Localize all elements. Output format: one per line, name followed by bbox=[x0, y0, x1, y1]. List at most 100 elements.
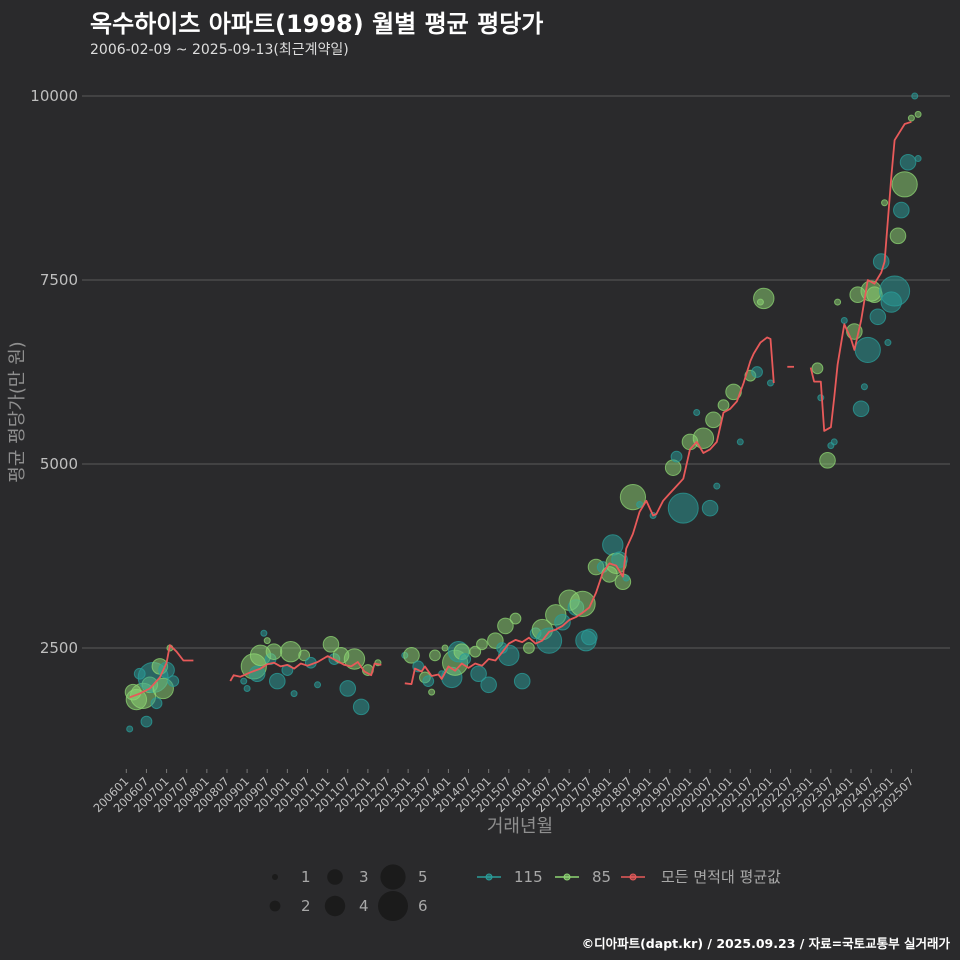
point-115 bbox=[260, 629, 268, 637]
series-legend-marker bbox=[563, 873, 571, 881]
average-line-segment bbox=[229, 655, 382, 682]
series-legend-label: 85 bbox=[592, 868, 611, 886]
point-115 bbox=[622, 574, 630, 582]
point-85 bbox=[569, 590, 596, 617]
point-115 bbox=[611, 551, 628, 568]
point-85 bbox=[509, 612, 522, 625]
point-115 bbox=[140, 715, 153, 728]
point-115 bbox=[126, 725, 134, 733]
point-115 bbox=[150, 697, 163, 710]
point-115 bbox=[167, 675, 180, 688]
point-85 bbox=[476, 638, 488, 651]
legend: 1 2 3 4 5 6 115 85 모든 면적대 평균값 bbox=[269, 864, 781, 921]
size-legend-label: 4 bbox=[359, 897, 369, 915]
point-115 bbox=[535, 627, 563, 654]
point-85 bbox=[811, 362, 824, 375]
point-115 bbox=[766, 379, 774, 387]
point-85 bbox=[692, 427, 715, 449]
point-115 bbox=[693, 408, 701, 416]
size-legend-dot bbox=[380, 864, 406, 890]
point-115 bbox=[840, 316, 848, 324]
point-85 bbox=[881, 199, 889, 207]
point-115 bbox=[554, 613, 571, 631]
point-85 bbox=[403, 647, 420, 664]
point-115 bbox=[869, 308, 887, 326]
point-115 bbox=[713, 482, 721, 490]
scatter-points bbox=[124, 92, 922, 733]
point-85 bbox=[889, 227, 907, 245]
size-legend-label: 6 bbox=[418, 897, 428, 915]
point-85 bbox=[907, 114, 915, 122]
size-legend-label: 2 bbox=[301, 897, 311, 915]
x-axis-ticks: 2006012006072007012007072008012008072009… bbox=[90, 769, 917, 815]
point-115 bbox=[701, 499, 719, 517]
point-115 bbox=[498, 644, 520, 667]
point-115 bbox=[670, 450, 683, 463]
point-85 bbox=[428, 688, 436, 696]
size-legend-dot bbox=[327, 869, 343, 885]
size-legend-label: 3 bbox=[359, 868, 369, 886]
point-85 bbox=[298, 649, 311, 662]
point-115 bbox=[581, 628, 598, 646]
series-legend-marker bbox=[485, 873, 493, 881]
point-85 bbox=[914, 110, 922, 118]
point-115 bbox=[339, 680, 357, 697]
series-legend-marker bbox=[629, 873, 637, 881]
point-115 bbox=[470, 665, 487, 683]
average-line-segment bbox=[129, 644, 194, 699]
point-85 bbox=[664, 459, 682, 476]
point-85 bbox=[322, 636, 340, 653]
y-tick-label: 10000 bbox=[30, 87, 78, 105]
point-85 bbox=[429, 649, 441, 662]
y-axis-title: 평균 평당가(만 원) bbox=[7, 341, 28, 482]
point-115 bbox=[513, 672, 531, 690]
y-tick-label: 2500 bbox=[40, 639, 78, 657]
point-115 bbox=[884, 339, 892, 347]
point-115 bbox=[240, 677, 248, 685]
point-115 bbox=[422, 675, 435, 688]
source-caption: ©디아파트(dapt.kr) / 2025.09.23 / 자료=국토교통부 실… bbox=[581, 936, 950, 951]
point-85 bbox=[725, 383, 742, 401]
point-85 bbox=[469, 645, 482, 658]
point-115 bbox=[893, 201, 910, 219]
chart-title: 옥수하이츠 아파트(1998) 월별 평균 평당가 bbox=[90, 10, 544, 38]
point-115 bbox=[914, 155, 922, 163]
size-legend-dot bbox=[324, 895, 346, 917]
size-legend-dot bbox=[272, 874, 278, 880]
point-85 bbox=[523, 642, 535, 654]
y-tick-label: 5000 bbox=[40, 455, 78, 473]
point-115 bbox=[854, 336, 881, 364]
point-115 bbox=[751, 366, 763, 378]
point-85 bbox=[819, 452, 836, 469]
point-85 bbox=[705, 411, 722, 429]
point-115 bbox=[667, 492, 699, 524]
point-85 bbox=[280, 640, 302, 663]
x-axis-title: 거래년월 bbox=[487, 816, 553, 837]
point-115 bbox=[290, 690, 298, 698]
series-legend-label: 115 bbox=[514, 868, 543, 886]
point-115 bbox=[830, 438, 838, 446]
average-line-segment bbox=[404, 336, 775, 685]
size-legend-label: 5 bbox=[418, 868, 428, 886]
point-115 bbox=[899, 153, 917, 171]
average-line-segment bbox=[809, 120, 912, 432]
point-115 bbox=[636, 500, 644, 508]
size-legend-dot bbox=[378, 891, 408, 921]
series-legend-label: 모든 면적대 평균값 bbox=[661, 868, 781, 886]
point-85 bbox=[497, 617, 514, 635]
point-115 bbox=[243, 684, 251, 692]
point-85 bbox=[891, 171, 918, 198]
size-legend-label: 1 bbox=[301, 868, 311, 886]
point-115 bbox=[480, 676, 497, 694]
point-115 bbox=[872, 253, 890, 270]
chart-subtitle: 2006-02-09 ~ 2025-09-13(최근계약일) bbox=[90, 42, 349, 58]
point-85 bbox=[717, 399, 730, 412]
point-85 bbox=[753, 287, 775, 310]
point-115 bbox=[879, 275, 911, 307]
point-115 bbox=[314, 681, 322, 689]
y-tick-label: 7500 bbox=[40, 271, 78, 289]
point-85 bbox=[263, 637, 271, 645]
point-115 bbox=[268, 672, 286, 690]
point-85 bbox=[441, 644, 449, 652]
